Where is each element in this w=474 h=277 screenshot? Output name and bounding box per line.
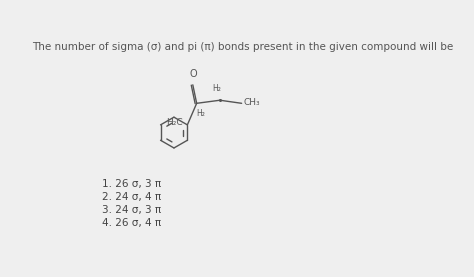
Text: 4. 26 σ, 4 π: 4. 26 σ, 4 π — [102, 218, 161, 228]
Text: CH₃: CH₃ — [244, 98, 261, 107]
Text: 1. 26 σ, 3 π: 1. 26 σ, 3 π — [102, 179, 161, 189]
Text: 3. 24 σ, 3 π: 3. 24 σ, 3 π — [102, 205, 161, 215]
Text: 2. 24 σ, 4 π: 2. 24 σ, 4 π — [102, 192, 161, 202]
Text: O: O — [189, 70, 197, 79]
Text: The number of sigma (σ) and pi (π) bonds present in the given compound will be: The number of sigma (σ) and pi (π) bonds… — [32, 42, 454, 52]
Text: H₂: H₂ — [196, 109, 205, 119]
Text: H₂C: H₂C — [166, 118, 182, 127]
Text: H₂: H₂ — [212, 84, 221, 93]
